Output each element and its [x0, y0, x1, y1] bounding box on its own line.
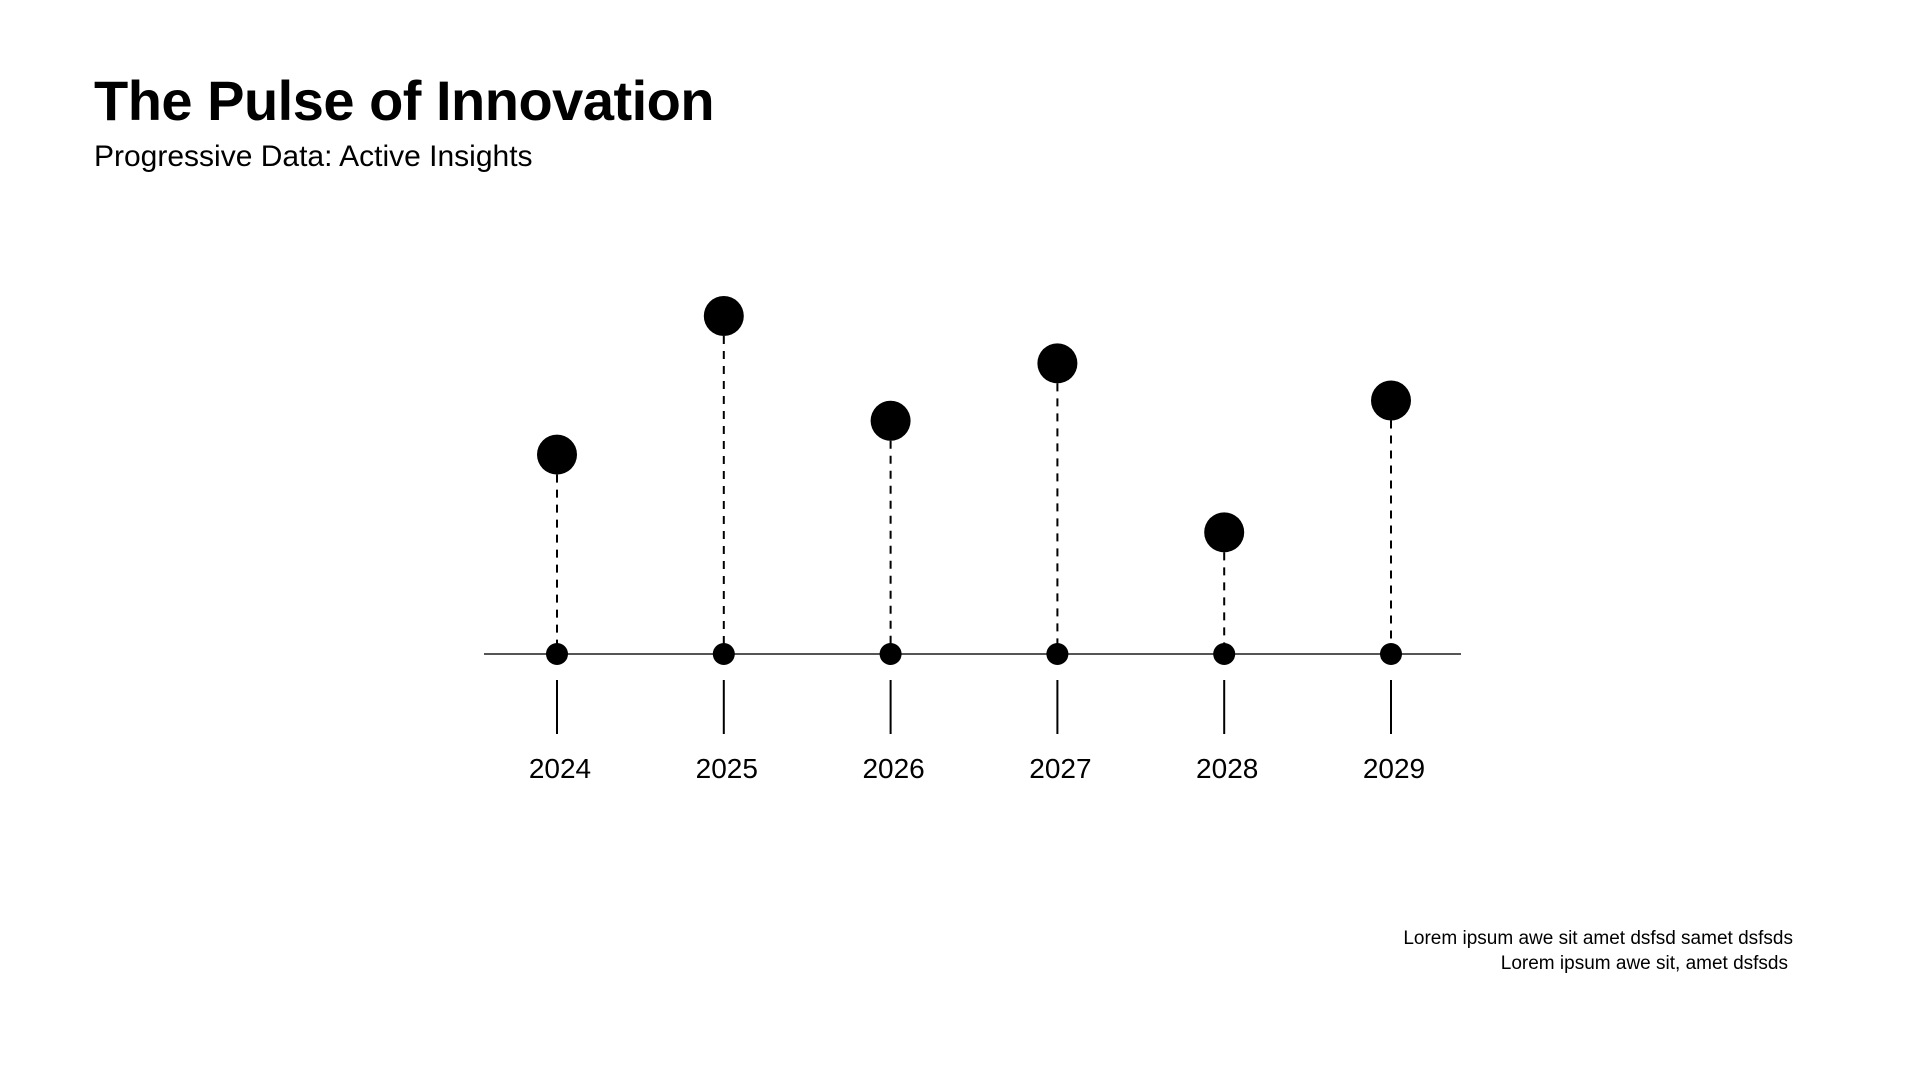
- x-tick-label-2029: 2029: [1363, 753, 1425, 784]
- x-tick-label-2026: 2026: [862, 753, 924, 784]
- data-point-2025: [703, 296, 744, 336]
- data-point-2026: [870, 400, 911, 441]
- axis-dot-2025: [712, 643, 735, 665]
- data-point-2028: [1204, 512, 1245, 553]
- axis-dot-2026: [879, 643, 902, 665]
- chart-title: The Pulse of Innovation: [94, 69, 715, 132]
- x-tick-label-2027: 2027: [1029, 753, 1091, 784]
- data-point-2027: [1037, 343, 1078, 384]
- footnote-line-2: Lorem ipsum awe sit, amet dsfsds: [1500, 953, 1788, 974]
- x-tick-label-2028: 2028: [1196, 753, 1258, 784]
- x-tick-label-2025: 2025: [696, 753, 758, 784]
- axis-dot-2027: [1046, 643, 1069, 665]
- data-point-2029: [1371, 380, 1411, 421]
- axis-dot-2028: [1213, 643, 1236, 665]
- x-tick-label-2024: 2024: [529, 753, 591, 784]
- footnote-line-1: Lorem ipsum awe sit amet dsfsd samet dsf…: [1403, 928, 1793, 949]
- axis-dot-2029: [1380, 643, 1402, 665]
- axis-dot-2024: [546, 643, 568, 665]
- data-point-2024: [537, 434, 577, 475]
- chart-subtitle: Progressive Data: Active Insights: [94, 140, 533, 173]
